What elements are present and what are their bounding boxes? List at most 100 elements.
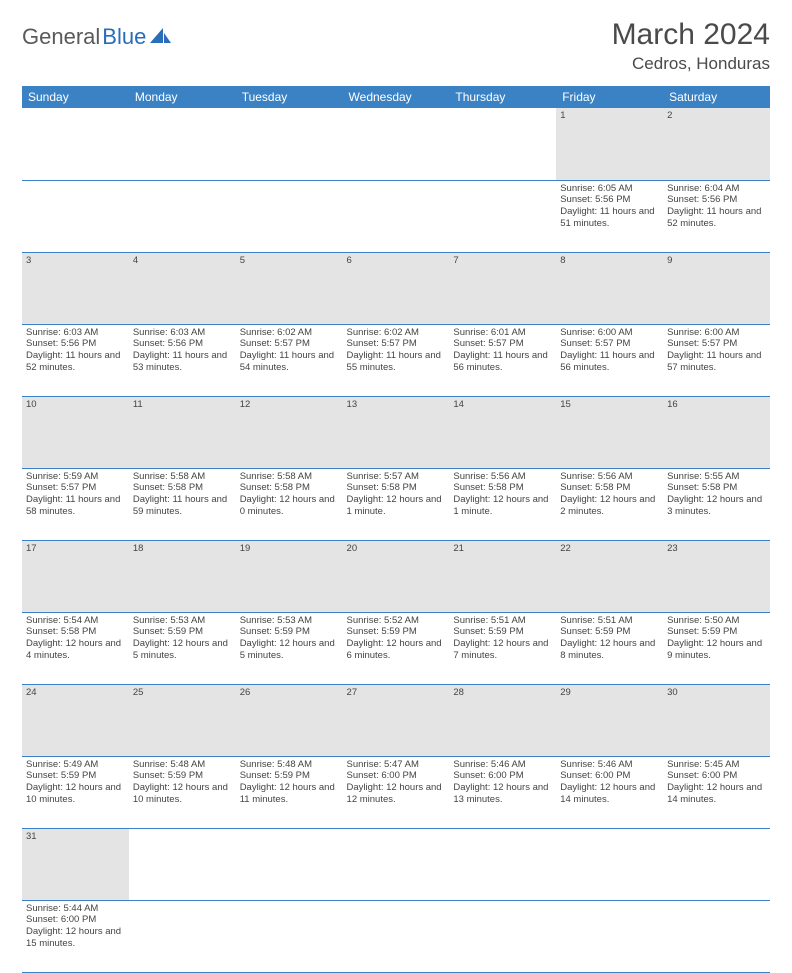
day-cell [663,900,770,972]
sunset-line: Sunset: 6:00 PM [453,770,552,782]
daylight-line: Daylight: 11 hours and 51 minutes. [560,206,659,230]
day-number: 6 [343,252,450,324]
day-number: 17 [22,540,129,612]
logo: General Blue [22,18,172,50]
daylight-line: Daylight: 11 hours and 54 minutes. [240,350,339,374]
day-cell: Sunrise: 5:46 AMSunset: 6:00 PMDaylight:… [556,756,663,828]
day-number-row: 17181920212223 [22,540,770,612]
weekday-header: Sunday [22,86,129,108]
day-cell: Sunrise: 5:44 AMSunset: 6:00 PMDaylight:… [22,900,129,972]
day-number-row: 31 [22,828,770,900]
sunrise-line: Sunrise: 5:59 AM [26,471,125,483]
day-cell: Sunrise: 5:51 AMSunset: 5:59 PMDaylight:… [449,612,556,684]
day-number: 8 [556,252,663,324]
day-number: 15 [556,396,663,468]
sunset-line: Sunset: 5:58 PM [453,482,552,494]
daylight-line: Daylight: 11 hours and 56 minutes. [453,350,552,374]
sunrise-line: Sunrise: 6:05 AM [560,183,659,195]
day-cell: Sunrise: 5:51 AMSunset: 5:59 PMDaylight:… [556,612,663,684]
sunrise-line: Sunrise: 5:46 AM [453,759,552,771]
sunset-line: Sunset: 5:57 PM [667,338,766,350]
day-number [449,828,556,900]
sunset-line: Sunset: 5:59 PM [240,770,339,782]
day-cell [236,900,343,972]
sunrise-line: Sunrise: 5:52 AM [347,615,446,627]
sunset-line: Sunset: 5:57 PM [240,338,339,350]
calendar-table: SundayMondayTuesdayWednesdayThursdayFrid… [22,86,770,973]
daylight-line: Daylight: 12 hours and 13 minutes. [453,782,552,806]
day-detail-row: Sunrise: 5:49 AMSunset: 5:59 PMDaylight:… [22,756,770,828]
day-cell: Sunrise: 6:03 AMSunset: 5:56 PMDaylight:… [129,324,236,396]
day-cell [556,900,663,972]
daylight-line: Daylight: 11 hours and 52 minutes. [26,350,125,374]
day-cell: Sunrise: 5:59 AMSunset: 5:57 PMDaylight:… [22,468,129,540]
day-number: 13 [343,396,450,468]
day-cell: Sunrise: 6:02 AMSunset: 5:57 PMDaylight:… [236,324,343,396]
daylight-line: Daylight: 12 hours and 14 minutes. [560,782,659,806]
day-number: 12 [236,396,343,468]
sunset-line: Sunset: 5:58 PM [560,482,659,494]
day-number: 14 [449,396,556,468]
day-cell [343,900,450,972]
day-cell: Sunrise: 5:54 AMSunset: 5:58 PMDaylight:… [22,612,129,684]
sunset-line: Sunset: 5:57 PM [560,338,659,350]
day-cell [236,180,343,252]
day-cell: Sunrise: 5:56 AMSunset: 5:58 PMDaylight:… [556,468,663,540]
day-detail-row: Sunrise: 6:05 AMSunset: 5:56 PMDaylight:… [22,180,770,252]
daylight-line: Daylight: 12 hours and 5 minutes. [133,638,232,662]
daylight-line: Daylight: 12 hours and 3 minutes. [667,494,766,518]
sunset-line: Sunset: 5:56 PM [560,194,659,206]
day-number [236,108,343,180]
day-cell: Sunrise: 6:01 AMSunset: 5:57 PMDaylight:… [449,324,556,396]
daylight-line: Daylight: 12 hours and 6 minutes. [347,638,446,662]
daylight-line: Daylight: 12 hours and 2 minutes. [560,494,659,518]
month-title: March 2024 [612,18,770,52]
daylight-line: Daylight: 12 hours and 1 minute. [453,494,552,518]
day-number: 25 [129,684,236,756]
weekday-header: Friday [556,86,663,108]
logo-text-general: General [22,24,100,50]
day-cell: Sunrise: 5:58 AMSunset: 5:58 PMDaylight:… [129,468,236,540]
day-number [449,108,556,180]
sunrise-line: Sunrise: 5:54 AM [26,615,125,627]
daylight-line: Daylight: 12 hours and 7 minutes. [453,638,552,662]
day-cell: Sunrise: 6:00 AMSunset: 5:57 PMDaylight:… [556,324,663,396]
sunset-line: Sunset: 5:57 PM [347,338,446,350]
daylight-line: Daylight: 12 hours and 10 minutes. [26,782,125,806]
day-number: 21 [449,540,556,612]
sunrise-line: Sunrise: 6:00 AM [667,327,766,339]
daylight-line: Daylight: 12 hours and 1 minute. [347,494,446,518]
sunset-line: Sunset: 5:59 PM [133,770,232,782]
daylight-line: Daylight: 12 hours and 0 minutes. [240,494,339,518]
sunset-line: Sunset: 6:00 PM [347,770,446,782]
day-cell: Sunrise: 5:53 AMSunset: 5:59 PMDaylight:… [236,612,343,684]
sunset-line: Sunset: 6:00 PM [667,770,766,782]
weekday-header: Tuesday [236,86,343,108]
day-cell: Sunrise: 5:52 AMSunset: 5:59 PMDaylight:… [343,612,450,684]
day-number: 18 [129,540,236,612]
calendar-body: 12Sunrise: 6:05 AMSunset: 5:56 PMDayligh… [22,108,770,972]
sunset-line: Sunset: 6:00 PM [560,770,659,782]
day-number: 3 [22,252,129,324]
sunset-line: Sunset: 5:58 PM [667,482,766,494]
day-number: 16 [663,396,770,468]
weekday-row: SundayMondayTuesdayWednesdayThursdayFrid… [22,86,770,108]
daylight-line: Daylight: 12 hours and 11 minutes. [240,782,339,806]
header: General Blue March 2024 Cedros, Honduras [22,18,770,74]
day-number-row: 12 [22,108,770,180]
day-number: 7 [449,252,556,324]
sunrise-line: Sunrise: 5:45 AM [667,759,766,771]
day-number: 5 [236,252,343,324]
daylight-line: Daylight: 11 hours and 59 minutes. [133,494,232,518]
day-cell: Sunrise: 5:58 AMSunset: 5:58 PMDaylight:… [236,468,343,540]
sunset-line: Sunset: 5:59 PM [667,626,766,638]
sunset-line: Sunset: 5:59 PM [347,626,446,638]
day-cell: Sunrise: 5:53 AMSunset: 5:59 PMDaylight:… [129,612,236,684]
day-number [129,828,236,900]
day-number: 19 [236,540,343,612]
sunrise-line: Sunrise: 5:48 AM [133,759,232,771]
sunset-line: Sunset: 5:59 PM [560,626,659,638]
sunrise-line: Sunrise: 5:53 AM [240,615,339,627]
sunrise-line: Sunrise: 6:02 AM [347,327,446,339]
sunrise-line: Sunrise: 5:58 AM [240,471,339,483]
